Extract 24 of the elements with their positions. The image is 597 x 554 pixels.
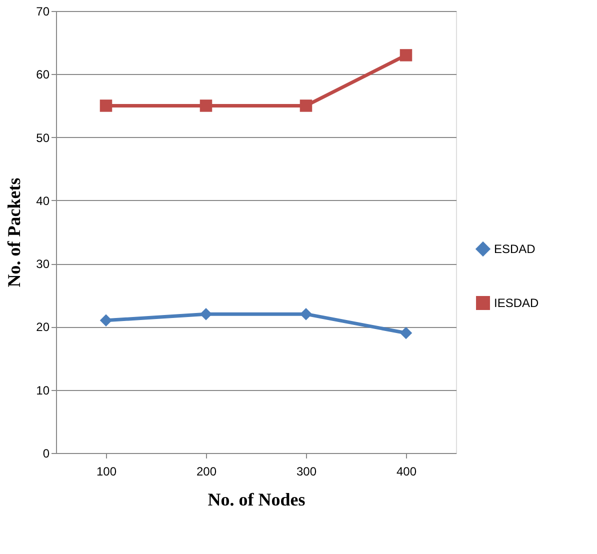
y-axis-title: No. of Packets — [4, 178, 24, 288]
x-axis-title: No. of Nodes — [208, 490, 306, 510]
y-tick-label: 0 — [42, 446, 50, 460]
point — [200, 100, 212, 112]
x-tick-label: 200 — [196, 464, 217, 478]
y-tick-label: 10 — [36, 383, 50, 398]
y-tick-label: 30 — [36, 257, 50, 272]
legend-label: IESDAD — [494, 296, 540, 310]
point — [400, 49, 412, 62]
x-tick-label: 100 — [96, 464, 117, 478]
y-tick-label: 50 — [36, 130, 50, 145]
y-tick-label: 20 — [36, 320, 50, 334]
y-tick-label: 40 — [36, 194, 50, 208]
point — [300, 100, 312, 112]
point — [300, 308, 312, 320]
point — [100, 100, 112, 112]
point — [100, 314, 112, 327]
x-tick-label: 400 — [396, 464, 417, 478]
legend-label: ESDAD — [494, 242, 536, 256]
point — [400, 326, 412, 340]
x-tick-label: 300 — [296, 464, 317, 478]
point — [200, 308, 212, 320]
y-tick-label: 70 — [36, 4, 50, 18]
y-tick-label: 60 — [36, 68, 50, 82]
